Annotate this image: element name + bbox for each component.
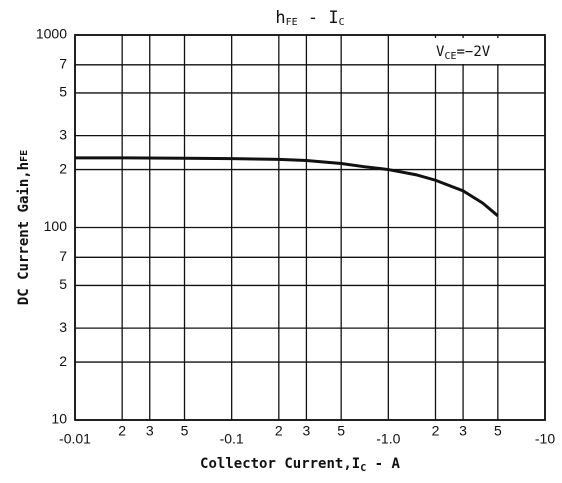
- x-tick-label: -10: [535, 431, 555, 447]
- y-tick-label: 10: [51, 411, 67, 427]
- annotation-box: [427, 38, 543, 64]
- y-tick-label: 100: [44, 218, 68, 234]
- data-line: [75, 156, 499, 217]
- annotation: VCE=−2V: [436, 44, 491, 62]
- annotation-part: CE: [444, 51, 456, 62]
- x-axis-label-part: Collector Current,I: [200, 456, 360, 472]
- y-tick-label: 7: [59, 248, 67, 264]
- x-axis-label: Collector Current,IC - A: [200, 456, 400, 474]
- y-tick-label: 1000: [36, 26, 67, 42]
- chart-title-part: FE: [286, 17, 298, 28]
- y-tick-label: 2: [59, 353, 67, 369]
- x-tick-label: 3: [303, 423, 311, 439]
- x-tick-label: 3: [146, 423, 154, 439]
- chart-title-part: h: [275, 8, 285, 28]
- y-axis-label: DC Current Gain,hFE: [16, 150, 32, 305]
- x-tick-label: 5: [494, 423, 502, 439]
- x-tick-label: 2: [275, 423, 283, 439]
- y-tick-label: 3: [59, 319, 67, 335]
- x-axis-label-part: C: [360, 463, 366, 474]
- y-axis-label-part: DC Current Gain,h: [16, 162, 32, 305]
- annotation-part: V: [436, 44, 445, 60]
- chart-title: hFE - IC: [275, 8, 344, 28]
- y-tick-label: 3: [59, 126, 67, 142]
- chart-title-part: C: [339, 17, 345, 28]
- x-tick-label: -0.1: [220, 431, 244, 447]
- y-tick-label: 7: [59, 56, 67, 72]
- x-tick-label: 2: [118, 423, 126, 439]
- plot-frame: [74, 34, 546, 421]
- y-tick-label: 5: [59, 276, 67, 292]
- y-tick-label: 2: [59, 160, 67, 176]
- annotation-part: =−2V: [456, 44, 490, 60]
- x-tick-label: 3: [459, 423, 467, 439]
- chart-title-part: - I: [298, 8, 339, 28]
- x-tick-label: 2: [432, 423, 440, 439]
- x-axis-label-part: - A: [366, 456, 400, 472]
- y-axis-label-part: FE: [19, 150, 30, 162]
- x-tick-label: 5: [337, 423, 345, 439]
- x-tick-label: 5: [181, 423, 189, 439]
- x-tick-label: -1.0: [376, 431, 400, 447]
- y-tick-label: 5: [59, 84, 67, 100]
- x-tick-label: -0.01: [59, 431, 91, 447]
